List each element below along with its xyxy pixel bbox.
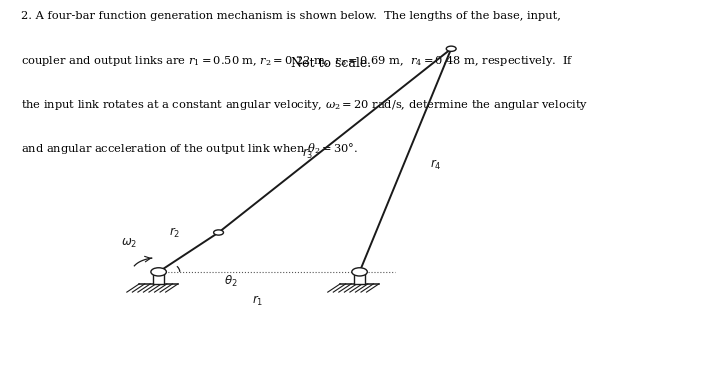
Text: $\omega_2$: $\omega_2$ xyxy=(121,237,137,250)
Text: coupler and output links are $r_1 = 0.50$ m, $r_2 = 0.22$ m,  $r_3 = 0.69$ m,  $: coupler and output links are $r_1 = 0.50… xyxy=(21,54,574,68)
Text: Not to scale.: Not to scale. xyxy=(291,57,372,70)
Circle shape xyxy=(214,230,223,235)
Circle shape xyxy=(151,268,166,276)
Circle shape xyxy=(352,268,367,276)
Bar xyxy=(354,272,365,284)
Text: $r_2$: $r_2$ xyxy=(168,226,180,240)
Text: $r_1$: $r_1$ xyxy=(252,294,263,309)
Text: $r_3$: $r_3$ xyxy=(302,147,314,161)
Circle shape xyxy=(446,46,456,51)
Text: 2. A four-bar function generation mechanism is shown below.  The lengths of the : 2. A four-bar function generation mechan… xyxy=(21,11,561,21)
Text: $\theta_2$: $\theta_2$ xyxy=(224,274,238,289)
Text: the input link rotates at a constant angular velocity, $\omega_2 = 20$ rad/s, de: the input link rotates at a constant ang… xyxy=(21,98,588,111)
Text: $r_4$: $r_4$ xyxy=(430,158,441,172)
Bar xyxy=(153,272,164,284)
Text: and angular acceleration of the output link when $\theta_2 = 30°$.: and angular acceleration of the output l… xyxy=(21,141,358,156)
